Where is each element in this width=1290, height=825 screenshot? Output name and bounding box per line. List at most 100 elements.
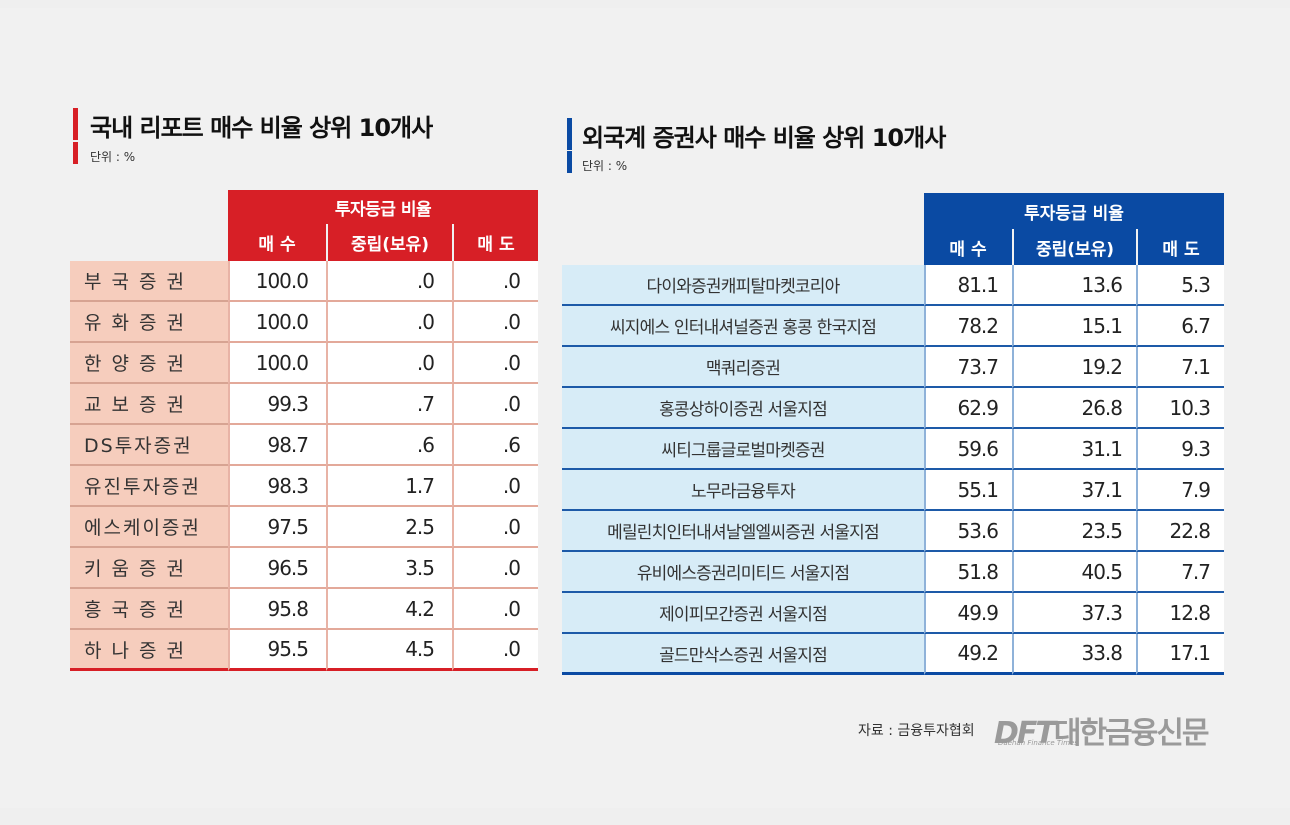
sell-ratio-cell: .6 xyxy=(452,425,538,466)
buy-ratio-cell: 98.3 xyxy=(228,466,326,507)
table-row: 골드만삭스증권 서울지점 49.2 33.8 17.1 xyxy=(562,634,1224,675)
company-name-cell: DS투자증권 xyxy=(70,425,228,466)
table-row: 키움증권 96.5 3.5.0 xyxy=(70,548,538,589)
buy-ratio-cell: 100.0 xyxy=(228,302,326,343)
table-row: 흥국증권 95.8 4.2.0 xyxy=(70,589,538,630)
right-title-bar xyxy=(567,118,572,150)
buy-ratio-cell: 96.5 xyxy=(228,548,326,589)
hold-ratio-cell: .7 xyxy=(326,384,452,425)
sell-ratio-cell: 6.7 xyxy=(1136,306,1224,347)
left-corner-blank-2 xyxy=(70,224,228,261)
company-name-cell: 씨티그룹글로벌마켓증권 xyxy=(562,429,924,470)
table-row: 제이피모간증권 서울지점 49.9 37.3 12.8 xyxy=(562,593,1224,634)
company-name-cell: 유진투자증권 xyxy=(70,466,228,507)
sell-ratio-cell: 7.7 xyxy=(1136,552,1224,593)
left-group-header: 투자등급 비율 xyxy=(228,190,538,224)
hold-ratio-cell: 26.8 xyxy=(1012,388,1136,429)
right-col-buy: 매 수 xyxy=(924,229,1012,265)
buy-ratio-cell: 51.8 xyxy=(924,552,1012,593)
buy-ratio-cell: 62.9 xyxy=(924,388,1012,429)
left-col-hold: 중립(보유) xyxy=(326,224,452,261)
hold-ratio-cell: .0 xyxy=(326,302,452,343)
company-name-cell: 노무라금융투자 xyxy=(562,470,924,511)
table-row: 에스케이증권 97.5 2.5.0 xyxy=(70,507,538,548)
company-name-cell: 씨지에스 인터내셔널증권 홍콩 한국지점 xyxy=(562,306,924,347)
company-name-cell: 흥국증권 xyxy=(70,589,228,630)
sell-ratio-cell: 7.9 xyxy=(1136,470,1224,511)
table-row: 유비에스증권리미티드 서울지점 51.8 40.5 7.7 xyxy=(562,552,1224,593)
company-name-cell: 한양증권 xyxy=(70,343,228,384)
table-row: 메릴린치인터내셔날엘엘씨증권 서울지점 53.6 23.5 22.8 xyxy=(562,511,1224,552)
left-corner-blank xyxy=(70,190,228,224)
sell-ratio-cell: .0 xyxy=(452,589,538,630)
table-row: DS투자증권 98.7.6.6 xyxy=(70,425,538,466)
left-unit: 단위 : % xyxy=(90,150,136,164)
left-table: 투자등급 비율 매 수 중립(보유) 매 도 부국증권 100.0.0.0 유화증권… xyxy=(70,190,538,671)
sell-ratio-cell: .0 xyxy=(452,507,538,548)
left-title: 국내 리포트 매수 비율 상위 10개사 xyxy=(90,114,433,142)
table-row: 맥쿼리증권 73.7 19.2 7.1 xyxy=(562,347,1224,388)
sell-ratio-cell: 7.1 xyxy=(1136,347,1224,388)
left-title-bar xyxy=(73,108,78,140)
buy-ratio-cell: 100.0 xyxy=(228,343,326,384)
buy-ratio-cell: 100.0 xyxy=(228,261,326,302)
hold-ratio-cell: .0 xyxy=(326,261,452,302)
right-unit: 단위 : % xyxy=(582,159,628,173)
company-name-cell: 골드만삭스증권 서울지점 xyxy=(562,634,924,675)
sell-ratio-cell: .0 xyxy=(452,302,538,343)
table-row: 씨지에스 인터내셔널증권 홍콩 한국지점 78.2 15.1 6.7 xyxy=(562,306,1224,347)
hold-ratio-cell: .6 xyxy=(326,425,452,466)
right-group-header: 투자등급 비율 xyxy=(924,193,1224,229)
table-row: 다이와증권캐피탈마켓코리아 81.1 13.6 5.3 xyxy=(562,265,1224,306)
hold-ratio-cell: 33.8 xyxy=(1012,634,1136,675)
table-row: 유진투자증권 98.3 1.7.0 xyxy=(70,466,538,507)
table-row: 홍콩상하이증권 서울지점 62.9 26.8 10.3 xyxy=(562,388,1224,429)
hold-ratio-cell: 40.5 xyxy=(1012,552,1136,593)
company-name-cell: 메릴린치인터내셔날엘엘씨증권 서울지점 xyxy=(562,511,924,552)
right-col-sell: 매 도 xyxy=(1136,229,1224,265)
table-row: 하나증권 95.5 4.5.0 xyxy=(70,630,538,671)
sell-ratio-cell: .0 xyxy=(452,384,538,425)
right-corner-blank xyxy=(562,193,924,229)
right-col-hold: 중립(보유) xyxy=(1012,229,1136,265)
sell-ratio-cell: .0 xyxy=(452,630,538,671)
company-name-cell: 키움증권 xyxy=(70,548,228,589)
company-name-cell: 다이와증권캐피탈마켓코리아 xyxy=(562,265,924,306)
company-name-cell: 유화증권 xyxy=(70,302,228,343)
hold-ratio-cell: 3.5 xyxy=(326,548,452,589)
buy-ratio-cell: 99.3 xyxy=(228,384,326,425)
buy-ratio-cell: 53.6 xyxy=(924,511,1012,552)
sell-ratio-cell: .0 xyxy=(452,548,538,589)
company-name-cell: 홍콩상하이증권 서울지점 xyxy=(562,388,924,429)
company-name-cell: 하나증권 xyxy=(70,630,228,671)
hold-ratio-cell: 2.5 xyxy=(326,507,452,548)
source-note: 자료 : 금융투자협회 xyxy=(858,723,975,739)
table-row: 노무라금융투자 55.1 37.1 7.9 xyxy=(562,470,1224,511)
buy-ratio-cell: 59.6 xyxy=(924,429,1012,470)
hold-ratio-cell: 37.1 xyxy=(1012,470,1136,511)
sell-ratio-cell: .0 xyxy=(452,261,538,302)
sell-ratio-cell: 22.8 xyxy=(1136,511,1224,552)
company-name-cell: 교보증권 xyxy=(70,384,228,425)
sell-ratio-cell: 12.8 xyxy=(1136,593,1224,634)
hold-ratio-cell: 19.2 xyxy=(1012,347,1136,388)
buy-ratio-cell: 49.9 xyxy=(924,593,1012,634)
left-unit-bar xyxy=(73,142,78,164)
company-name-cell: 맥쿼리증권 xyxy=(562,347,924,388)
hold-ratio-cell: .0 xyxy=(326,343,452,384)
table-row: 한양증권 100.0.0.0 xyxy=(70,343,538,384)
buy-ratio-cell: 73.7 xyxy=(924,347,1012,388)
sell-ratio-cell: .0 xyxy=(452,466,538,507)
hold-ratio-cell: 23.5 xyxy=(1012,511,1136,552)
table-row: 부국증권 100.0.0.0 xyxy=(70,261,538,302)
hold-ratio-cell: 1.7 xyxy=(326,466,452,507)
infographic-card: 국내 리포트 매수 비율 상위 10개사 단위 : % 외국계 증권사 매수 비… xyxy=(0,8,1290,808)
sell-ratio-cell: 5.3 xyxy=(1136,265,1224,306)
table-row: 교보증권 99.3.7.0 xyxy=(70,384,538,425)
buy-ratio-cell: 55.1 xyxy=(924,470,1012,511)
right-corner-blank-2 xyxy=(562,229,924,265)
buy-ratio-cell: 78.2 xyxy=(924,306,1012,347)
buy-ratio-cell: 81.1 xyxy=(924,265,1012,306)
buy-ratio-cell: 98.7 xyxy=(228,425,326,466)
table-row: 유화증권 100.0.0.0 xyxy=(70,302,538,343)
